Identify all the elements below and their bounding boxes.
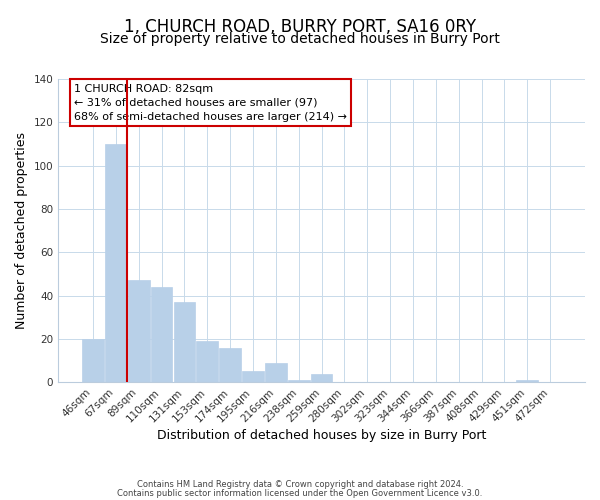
Bar (219, 348, 241, 382)
Bar (128, 280, 149, 382)
Bar (105, 144, 127, 382)
X-axis label: Distribution of detached houses by size in Burry Port: Distribution of detached houses by size … (157, 430, 486, 442)
Text: Size of property relative to detached houses in Burry Port: Size of property relative to detached ho… (100, 32, 500, 46)
Text: 1, CHURCH ROAD, BURRY PORT, SA16 0RY: 1, CHURCH ROAD, BURRY PORT, SA16 0RY (124, 18, 476, 36)
Text: Contains HM Land Registry data © Crown copyright and database right 2024.: Contains HM Land Registry data © Crown c… (137, 480, 463, 489)
Bar (242, 372, 264, 382)
Bar (82, 339, 104, 382)
Bar (265, 362, 287, 382)
Bar (288, 380, 310, 382)
Bar (311, 374, 332, 382)
Bar (517, 380, 538, 382)
Bar (173, 302, 195, 382)
Text: Contains public sector information licensed under the Open Government Licence v3: Contains public sector information licen… (118, 488, 482, 498)
Text: 1 CHURCH ROAD: 82sqm
← 31% of detached houses are smaller (97)
68% of semi-detac: 1 CHURCH ROAD: 82sqm ← 31% of detached h… (74, 84, 347, 122)
Y-axis label: Number of detached properties: Number of detached properties (15, 132, 28, 329)
Bar (196, 341, 218, 382)
Bar (151, 287, 172, 382)
